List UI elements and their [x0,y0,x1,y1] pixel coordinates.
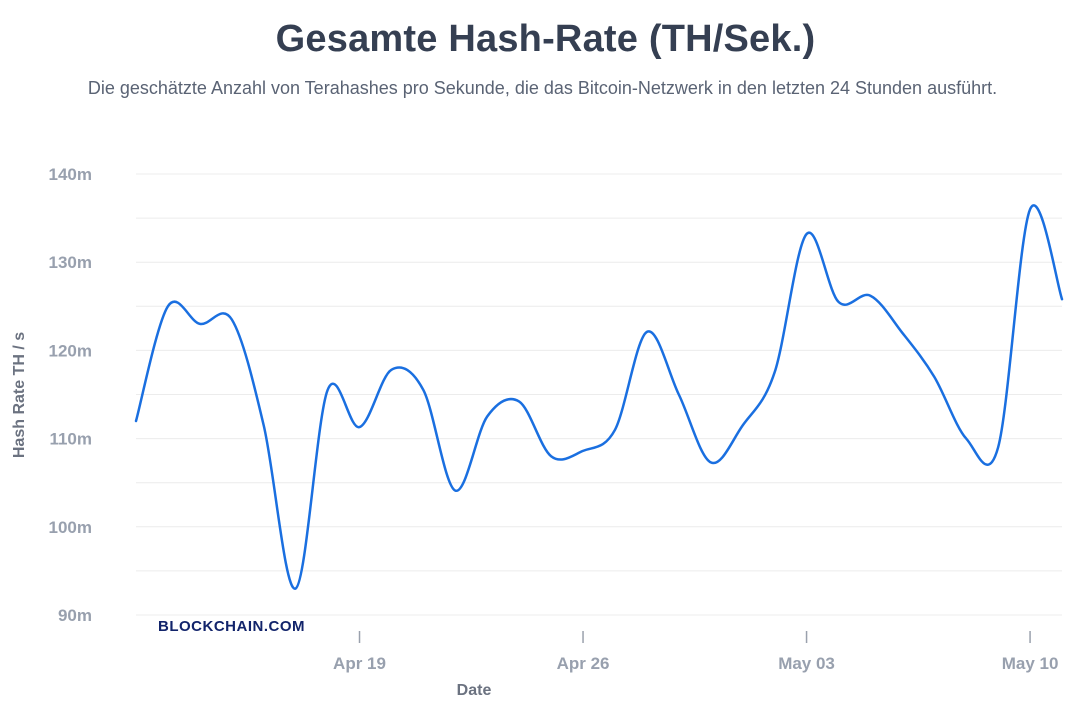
x-axis-label: Date [457,682,492,699]
y-tick-label: 130m [49,253,92,272]
chart-subtitle: Die geschätzte Anzahl von Terahashes pro… [87,78,998,98]
blockchain-watermark: BLOCKCHAIN.COM [158,618,305,635]
y-axis-label: Hash Rate TH / s [11,332,28,458]
x-axis-ticks: Apr 19 Apr 26 May 03 May 10 [333,631,1058,673]
y-axis-ticks: 90m 100m 110m 120m 130m 140m [49,165,92,625]
hash-rate-line [134,204,1064,590]
x-tick-label: May 10 [1002,654,1059,673]
grid-lines [136,173,1062,616]
y-tick-label: 100m [49,518,92,537]
x-tick-label: Apr 26 [557,654,610,673]
x-tick-label: Apr 19 [333,654,386,673]
y-tick-label: 110m [49,430,92,449]
chart-title: Gesamte Hash-Rate (TH/Sek.) [275,18,816,60]
y-tick-label: 120m [49,341,92,360]
x-tick-label: May 03 [778,654,835,673]
y-tick-label: 90m [58,606,92,625]
y-tick-label: 140m [49,165,92,184]
